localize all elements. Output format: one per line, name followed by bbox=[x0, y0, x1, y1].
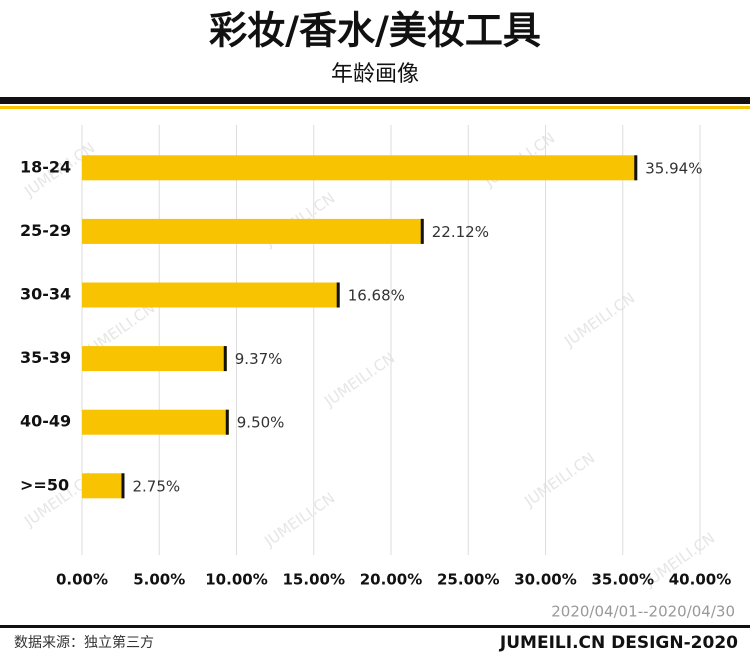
bar-cap bbox=[420, 218, 424, 244]
bar-cap bbox=[634, 155, 638, 181]
header-accent bbox=[0, 106, 750, 109]
bar bbox=[82, 473, 125, 499]
y-tick-label: >=50 bbox=[20, 475, 69, 494]
value-label: 16.68% bbox=[348, 287, 405, 305]
value-label: 9.50% bbox=[237, 414, 285, 432]
bar-cap bbox=[225, 409, 229, 435]
chart-title: 彩妆/香水/美妆工具 bbox=[209, 9, 541, 53]
value-label: 9.37% bbox=[235, 350, 283, 368]
x-tick-label: 10.00% bbox=[205, 571, 267, 589]
x-tick-label: 40.00% bbox=[669, 571, 731, 589]
bar-cap bbox=[336, 282, 340, 308]
x-tick-label: 25.00% bbox=[437, 571, 499, 589]
bar-cap bbox=[223, 346, 227, 372]
y-tick-label: 30-34 bbox=[20, 285, 71, 304]
y-tick-label: 40-49 bbox=[20, 412, 71, 431]
bar bbox=[82, 409, 229, 435]
y-tick-label: 25-29 bbox=[20, 221, 71, 240]
source: 数据来源：独立第三方 bbox=[14, 634, 154, 651]
value-label: 2.75% bbox=[132, 477, 180, 495]
y-tick-label: 35-39 bbox=[20, 348, 71, 367]
x-tick-label: 0.00% bbox=[56, 571, 108, 589]
x-tick-label: 30.00% bbox=[514, 571, 576, 589]
chart-subtitle: 年龄画像 bbox=[331, 62, 419, 87]
header-rule bbox=[0, 97, 750, 104]
x-tick-label: 5.00% bbox=[133, 571, 185, 589]
x-tick-label: 20.00% bbox=[360, 571, 422, 589]
x-tick-label: 35.00% bbox=[592, 571, 654, 589]
date-range: 2020/04/01--2020/04/30 bbox=[551, 603, 735, 621]
footer: JUMEILI.CN DESIGN-2020 bbox=[499, 633, 738, 653]
bar bbox=[82, 155, 638, 181]
value-label: 35.94% bbox=[645, 159, 702, 177]
bar bbox=[82, 282, 340, 308]
bar bbox=[82, 218, 424, 244]
value-label: 22.12% bbox=[432, 223, 489, 241]
footer-rule bbox=[0, 625, 750, 628]
bar bbox=[82, 346, 227, 372]
x-tick-label: 15.00% bbox=[283, 571, 345, 589]
bar-cap bbox=[121, 473, 125, 499]
y-tick-label: 18-24 bbox=[20, 157, 71, 176]
